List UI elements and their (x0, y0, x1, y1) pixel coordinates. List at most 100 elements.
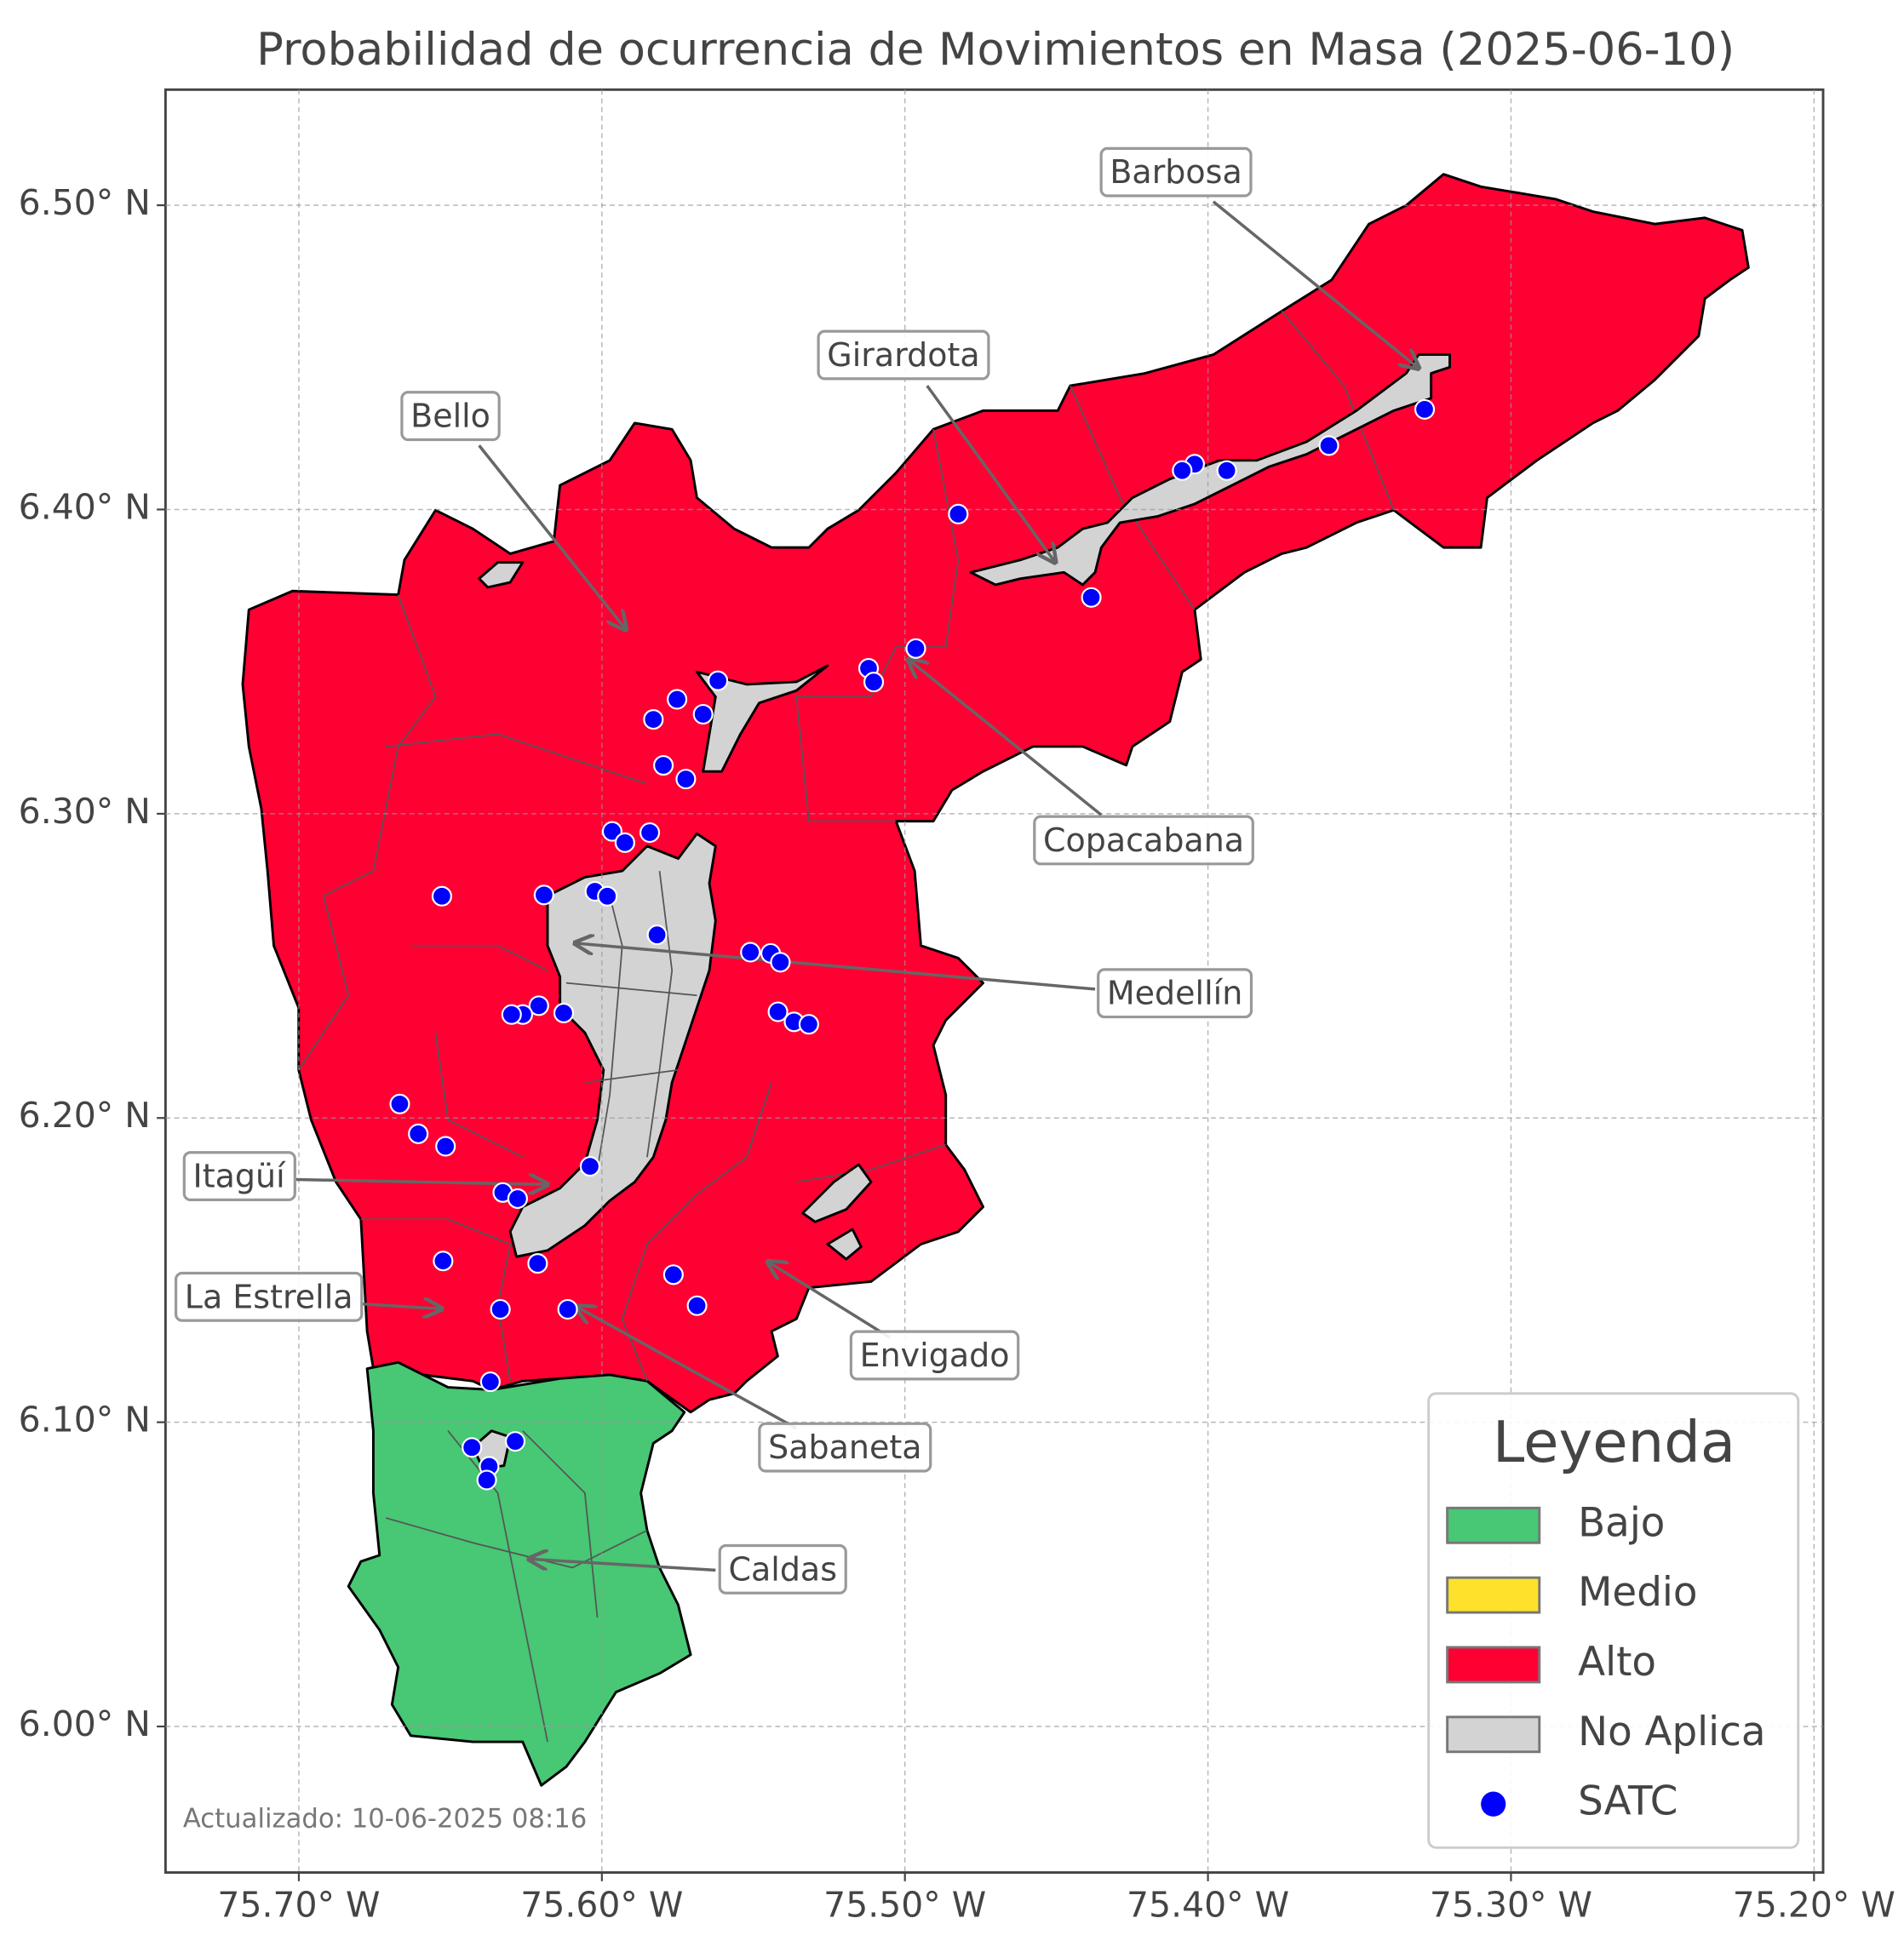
satc-point (662, 1264, 684, 1285)
satc-point (740, 942, 761, 963)
annotation: Girardota (817, 329, 990, 381)
region-no-aplica (969, 353, 1452, 587)
annotation: Envigado (849, 1330, 1020, 1381)
legend-swatch (1446, 1646, 1541, 1684)
x-tick-label: 75.40° W (1127, 1884, 1289, 1925)
legend-label: Alto (1578, 1640, 1656, 1686)
y-tick-label: 6.40° N (19, 486, 151, 527)
satc-point (1414, 398, 1436, 420)
x-tick-label: 75.20° W (1733, 1884, 1895, 1925)
annotation-arrow (926, 385, 1056, 563)
region-no-aplica (695, 664, 829, 773)
y-tick-label: 6.10° N (19, 1400, 151, 1440)
legend-label: SATC (1578, 1779, 1677, 1825)
footnote: Actualizado: 10-06-2025 08:16 (183, 1805, 587, 1835)
boundary (360, 1218, 512, 1382)
satc-point (675, 769, 697, 790)
satc-point (597, 885, 618, 907)
annotation-label: Envigado (860, 1337, 1010, 1374)
satc-point (708, 670, 729, 691)
boundary (298, 594, 437, 1071)
annotation-label: Medellín (1107, 975, 1242, 1012)
legend-swatch (1446, 1576, 1541, 1614)
satc-point (462, 1437, 483, 1458)
x-tick-label: 75.70° W (217, 1884, 380, 1925)
satc-point (490, 1298, 511, 1320)
annotation-box (1033, 815, 1254, 866)
region-no-aplica (478, 561, 525, 589)
satc-point (601, 821, 622, 842)
satc-point (643, 709, 664, 730)
annotation-arrow (360, 1304, 442, 1309)
satc-point (579, 1156, 601, 1177)
annotation-box (1099, 146, 1253, 198)
satc-point (905, 638, 926, 659)
boundary (522, 1430, 599, 1618)
legend: Leyenda Bajo Medio Alto No Aplica SATC (1427, 1392, 1800, 1849)
satc-point (1318, 435, 1339, 456)
legend-swatch (1446, 1506, 1541, 1544)
satc-point (533, 885, 554, 906)
annotation-box (1097, 968, 1253, 1019)
boundary (1070, 385, 1196, 610)
annotation: Barbosa (1099, 146, 1253, 198)
boundary (410, 944, 548, 971)
annotation-arrow (575, 943, 1096, 991)
boundary (796, 1143, 946, 1183)
annotation-box (174, 1271, 364, 1322)
satc-point (527, 1253, 548, 1274)
boundary (565, 982, 697, 997)
satc-point (770, 952, 791, 973)
satc-point (667, 689, 688, 710)
y-tick-label: 6.50° N (19, 182, 151, 223)
satc-point (653, 754, 674, 776)
annotation-label: Itagüí (193, 1158, 287, 1195)
annotation-arrow (529, 1559, 716, 1572)
annotation-box (718, 1543, 847, 1595)
boundary (385, 733, 648, 785)
annotation-arrow (478, 444, 626, 629)
annotation-box (849, 1330, 1020, 1381)
satc-point (686, 1295, 708, 1316)
satc-point (504, 1431, 526, 1452)
region-bajo (347, 1360, 692, 1787)
x-tick-label: 75.60° W (520, 1884, 683, 1925)
annotation-label: Bello (410, 398, 490, 435)
boundary (584, 1069, 679, 1084)
chart-title: Probabilidad de ocurrencia de Movimiento… (256, 24, 1735, 76)
satc-point (501, 1004, 522, 1025)
annotation-box (400, 391, 501, 442)
annotation-arrow (768, 1262, 891, 1339)
satc-point (479, 1371, 501, 1393)
annotation: Sabaneta (758, 1422, 932, 1473)
satc-point (863, 672, 885, 693)
boundary (447, 1430, 548, 1743)
satc-point (1216, 460, 1237, 481)
legend-title: Leyenda (1493, 1409, 1735, 1475)
annotation: Caldas (718, 1543, 847, 1595)
satc-point (614, 832, 635, 853)
annotation-label: Barbosa (1110, 153, 1242, 191)
satc-point (798, 1014, 819, 1035)
annotation: Copacabana (1033, 815, 1254, 866)
annotation-label: Girardota (827, 336, 979, 374)
satc-point (553, 1002, 575, 1024)
annotation-arrow (1212, 200, 1419, 369)
annotation-box (817, 329, 990, 381)
satc-point (948, 503, 969, 524)
satc-point (557, 1298, 578, 1320)
plot-frame (163, 88, 1825, 1875)
annotation: La Estrella (174, 1271, 364, 1322)
legend-label: Bajo (1578, 1500, 1665, 1546)
legend-swatch (1446, 1715, 1541, 1754)
annotation: Itagüí (182, 1151, 296, 1202)
annotation-label: Sabaneta (768, 1429, 921, 1466)
annotation-label: Copacabana (1043, 822, 1244, 859)
satc-point (692, 703, 714, 725)
region-no-aplica (826, 1228, 863, 1261)
boundary (1281, 310, 1395, 511)
boundary (646, 870, 674, 1158)
satc-point (476, 1469, 497, 1491)
